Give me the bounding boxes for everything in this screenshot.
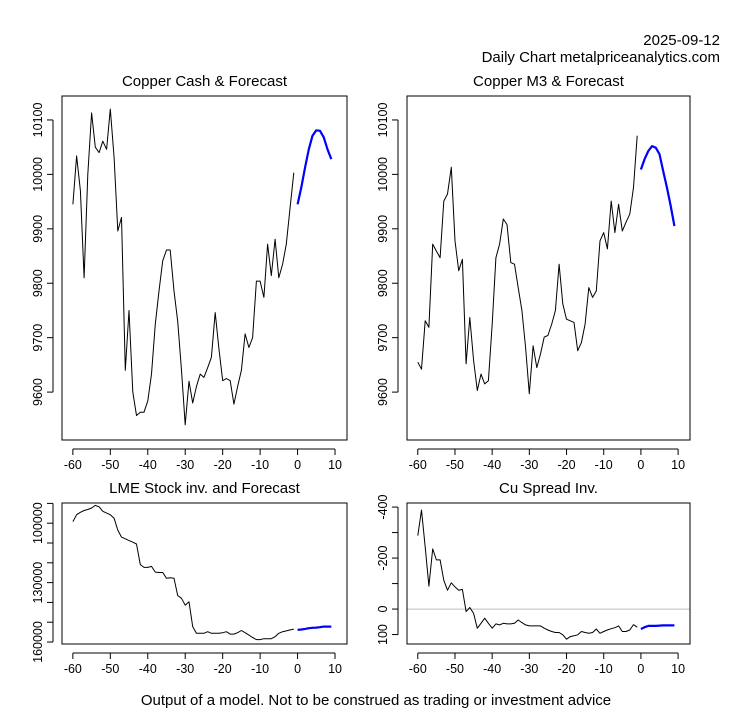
x-tick-label: -20 bbox=[214, 458, 232, 472]
x-tick-label: -50 bbox=[101, 662, 119, 676]
y-tick-label: 100000 bbox=[31, 502, 45, 544]
cu-spread-y-axis: -400 -200 0 100 bbox=[376, 495, 399, 645]
cu-spread-history-line bbox=[417, 509, 638, 640]
y-tick-label: 10100 bbox=[31, 103, 45, 138]
x-tick-label: -60 bbox=[409, 662, 427, 676]
y-tick-label: -400 bbox=[376, 495, 390, 520]
x-tick-label: -10 bbox=[595, 662, 613, 676]
x-tick-label: -20 bbox=[557, 458, 575, 472]
copper-cash-x-axis: -60 -50 -40 -30 -20 -10 0 10 bbox=[64, 448, 342, 472]
copper-cash-title: Copper Cash & Forecast bbox=[122, 73, 288, 90]
lme-stock-plot-frame bbox=[61, 502, 348, 645]
x-tick-label: -50 bbox=[446, 662, 464, 676]
y-tick-label: 9900 bbox=[376, 215, 390, 243]
x-tick-label: 0 bbox=[294, 458, 301, 472]
x-tick-label: 10 bbox=[671, 662, 685, 676]
x-tick-label: 10 bbox=[671, 458, 685, 472]
y-tick-label: 10000 bbox=[376, 157, 390, 192]
x-tick-label: 0 bbox=[637, 662, 644, 676]
x-tick-label: -60 bbox=[64, 458, 82, 472]
cu-spread-plot-frame bbox=[406, 502, 691, 645]
x-tick-label: 10 bbox=[328, 662, 342, 676]
y-tick-label: -200 bbox=[376, 546, 390, 571]
y-tick-label: 9800 bbox=[31, 269, 45, 297]
lme-stock-forecast-line bbox=[297, 625, 332, 631]
copper-m3-panel: Copper M3 & Forecast -60 -50 -40 -30 -20 -10 0 1… bbox=[376, 73, 691, 472]
copper-m3-y-axis: 9600 9700 9800 9900 10000 10100 bbox=[376, 103, 399, 406]
x-tick-label: -40 bbox=[139, 458, 157, 472]
copper-m3-history-line bbox=[417, 135, 638, 395]
y-tick-label: 10100 bbox=[376, 103, 390, 138]
y-tick-label: 0 bbox=[376, 606, 390, 613]
y-tick-label: 9700 bbox=[376, 324, 390, 352]
y-tick-label: 100 bbox=[376, 624, 390, 645]
copper-m3-x-axis: -60 -50 -40 -30 -20 -10 0 10 bbox=[409, 448, 685, 472]
x-tick-label: -40 bbox=[483, 458, 501, 472]
x-tick-label: -40 bbox=[483, 662, 501, 676]
x-tick-label: 0 bbox=[294, 662, 301, 676]
x-tick-label: -20 bbox=[557, 662, 575, 676]
x-tick-label: -50 bbox=[101, 458, 119, 472]
x-tick-label: -40 bbox=[139, 662, 157, 676]
copper-cash-forecast-line bbox=[296, 129, 333, 205]
x-tick-label: -10 bbox=[595, 458, 613, 472]
lme-stock-y-axis: 100000 130000 160000 bbox=[31, 502, 54, 663]
y-tick-label: 9600 bbox=[31, 378, 45, 406]
x-tick-label: -30 bbox=[520, 662, 538, 676]
lme-stock-history-line bbox=[72, 504, 294, 641]
cu-spread-x-axis: -60 -50 -40 -30 -20 -10 0 10 bbox=[409, 652, 685, 676]
y-tick-label: 160000 bbox=[31, 621, 45, 663]
cu-spread-forecast-line bbox=[640, 624, 675, 630]
cu-spread-title: Cu Spread Inv. bbox=[499, 480, 598, 497]
x-tick-label: -60 bbox=[409, 458, 427, 472]
disclaimer-footer: Output of a model. Not to be construed a… bbox=[141, 692, 611, 708]
chart-date: 2025-09-12 bbox=[643, 32, 720, 49]
x-tick-label: -10 bbox=[251, 662, 269, 676]
copper-cash-y-axis: 9600 9700 9800 9900 10000 10100 bbox=[31, 103, 54, 406]
y-tick-label: 9700 bbox=[31, 324, 45, 352]
x-tick-label: -50 bbox=[446, 458, 464, 472]
x-tick-label: -30 bbox=[520, 458, 538, 472]
x-tick-label: -20 bbox=[214, 662, 232, 676]
y-tick-label: 10000 bbox=[31, 157, 45, 192]
lme-stock-x-axis: -60 -50 -40 -30 -20 -10 0 10 bbox=[64, 652, 342, 676]
x-tick-label: 10 bbox=[328, 458, 342, 472]
copper-cash-history-line bbox=[72, 108, 295, 426]
x-tick-label: -30 bbox=[176, 662, 194, 676]
lme-stock-panel: LME Stock inv. and Forecast-60 -50 -40 -30-… bbox=[31, 480, 348, 676]
copper-m3-plot-frame bbox=[406, 95, 691, 441]
copper-cash-panel: Copper Cash & Forecast -60 -50 -40 -30 -20 -10… bbox=[31, 73, 348, 472]
x-tick-label: -60 bbox=[64, 662, 82, 676]
y-tick-label: 9600 bbox=[376, 378, 390, 406]
y-tick-label: 130000 bbox=[31, 562, 45, 604]
y-tick-label: 9900 bbox=[31, 215, 45, 243]
chart-subtitle: Daily Chart metalpriceanalytics.com bbox=[482, 49, 720, 66]
copper-m3-title: Copper M3 & Forecast bbox=[473, 73, 625, 90]
x-tick-label: -10 bbox=[251, 458, 269, 472]
cu-spread-panel: Cu Spread Inv.-60 -50 -40 -30 -20 -10 0 10-400-… bbox=[376, 480, 691, 676]
copper-m3-forecast-line bbox=[639, 145, 676, 227]
x-tick-label: -30 bbox=[176, 458, 194, 472]
x-tick-label: 0 bbox=[637, 458, 644, 472]
copper-cash-plot-frame bbox=[61, 95, 348, 441]
y-tick-label: 9800 bbox=[376, 269, 390, 297]
lme-stock-title: LME Stock inv. and Forecast bbox=[109, 480, 300, 497]
